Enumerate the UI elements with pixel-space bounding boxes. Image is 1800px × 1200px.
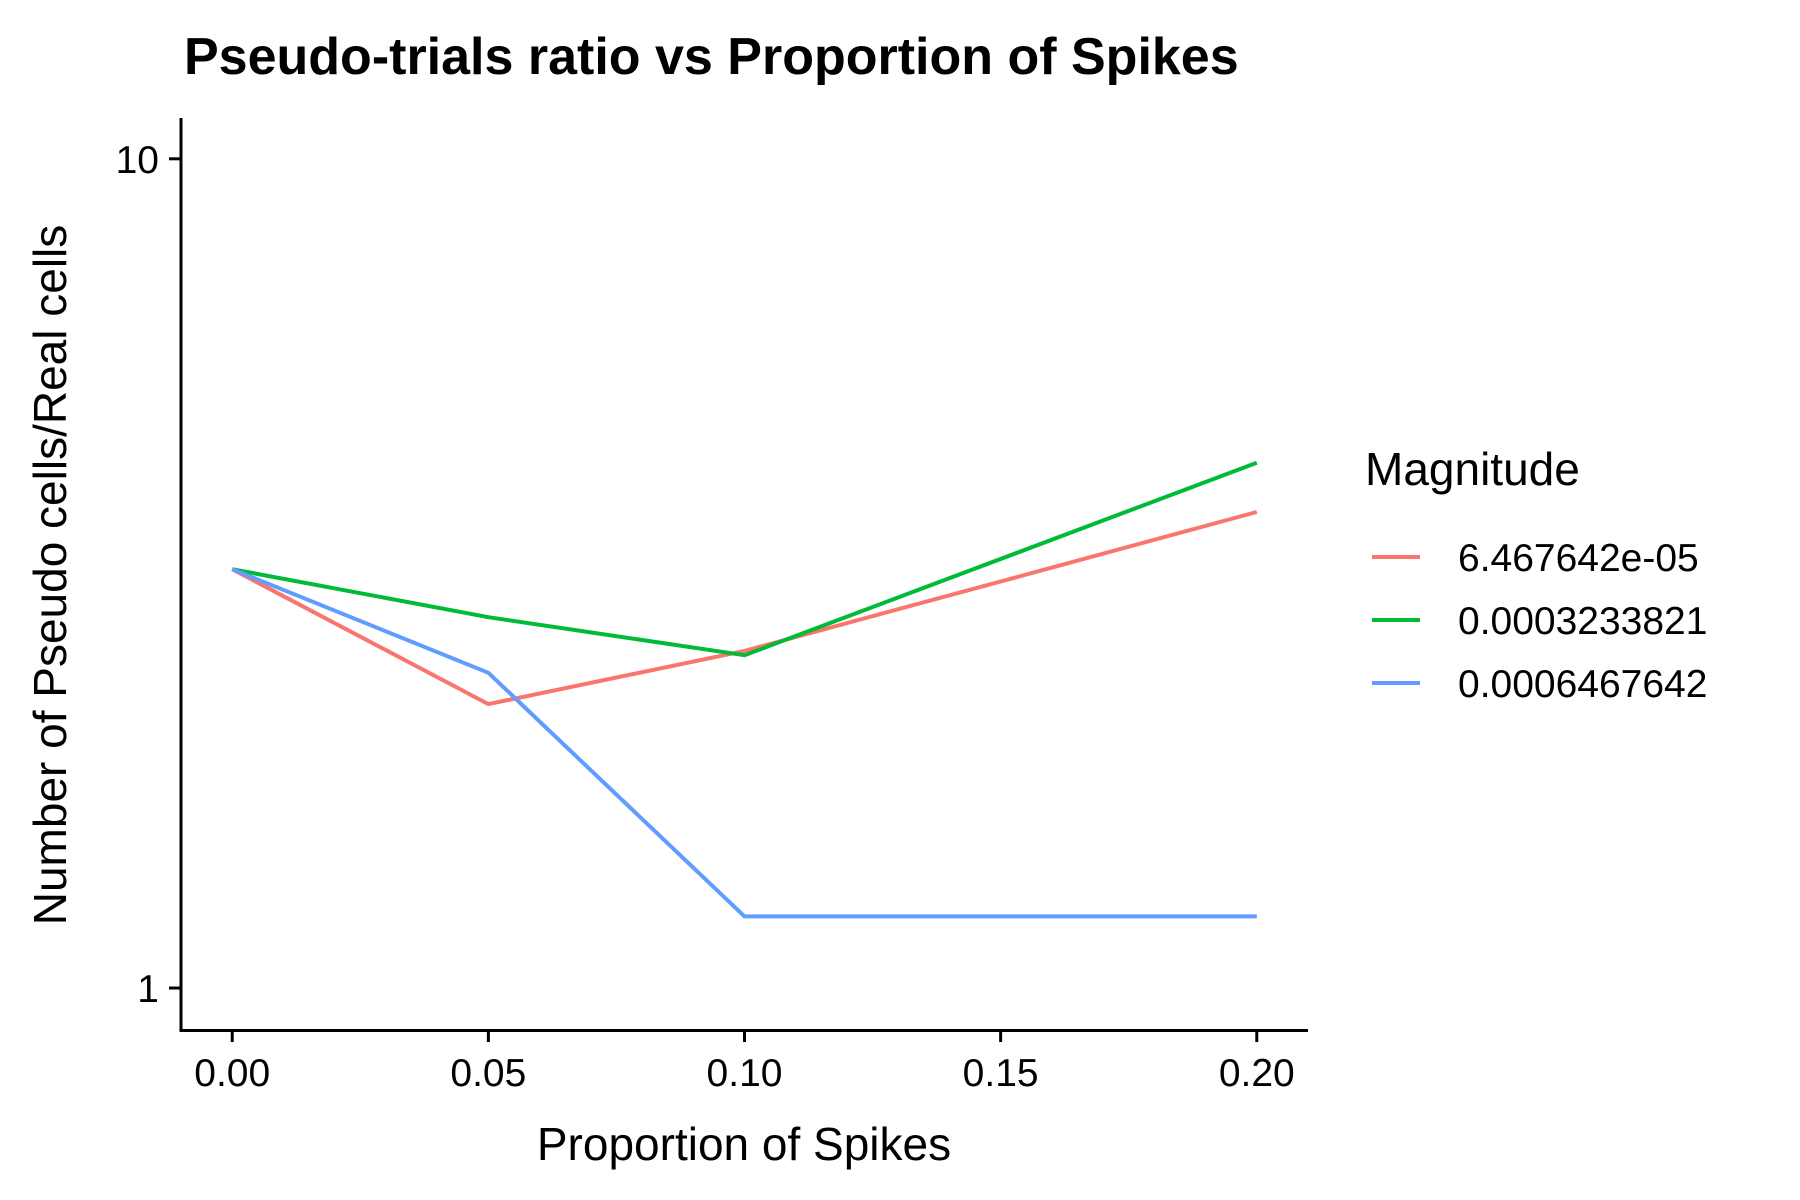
legend-label: 0.0003233821 (1458, 600, 1707, 643)
chart-title: Pseudo-trials ratio vs Proportion of Spi… (184, 28, 1239, 86)
series-lines (231, 460, 1258, 919)
series-line (231, 510, 1258, 707)
x-tick-label: 0.05 (450, 1052, 526, 1095)
x-tick-label: 0.20 (1219, 1052, 1295, 1095)
series-line (231, 567, 1257, 919)
x-axis-ticks: 0.00 0.05 0.10 0.15 0.20 (194, 1030, 1295, 1095)
y-axis-ticks: 1 10 (116, 139, 181, 1011)
x-axis-title: Proportion of Spikes (537, 1118, 951, 1170)
series-line (231, 460, 1258, 658)
plot-area: 0.00 0.05 0.10 0.15 0.20 1 10 (116, 118, 1308, 1095)
y-tick-label: 10 (116, 139, 159, 182)
legend: Magnitude 6.467642e-05 0.0003233821 0.0006… (1365, 443, 1707, 706)
legend-label: 0.0006467642 (1458, 663, 1707, 706)
y-axis-title: Number of Pseudo cells/Real cells (24, 225, 76, 926)
legend-title: Magnitude (1365, 443, 1580, 495)
legend-items: 6.467642e-05 0.0003233821 0.0006467642 (1372, 537, 1707, 706)
x-tick-label: 0.00 (194, 1052, 270, 1095)
x-tick-label: 0.15 (963, 1052, 1039, 1095)
legend-label: 6.467642e-05 (1458, 537, 1699, 580)
x-tick-label: 0.10 (707, 1052, 783, 1095)
y-tick-label: 1 (137, 968, 159, 1011)
